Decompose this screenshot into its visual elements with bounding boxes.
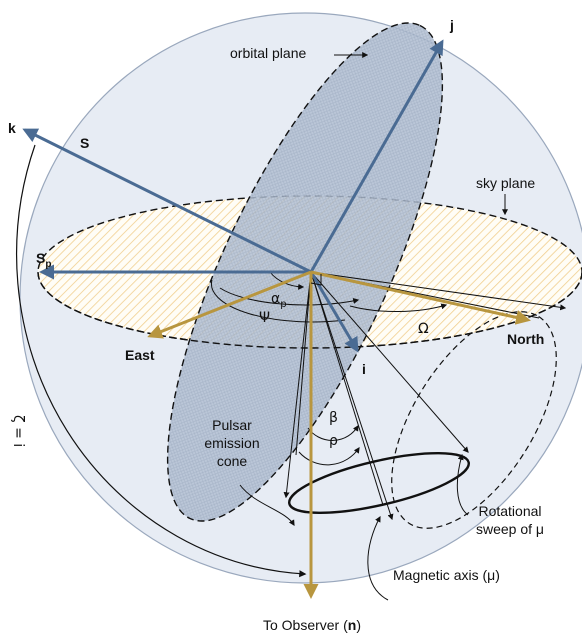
leader-arrows [239, 52, 508, 601]
gold-vectors [147, 270, 531, 599]
label-orbital-plane: orbital plane [230, 45, 306, 61]
vector-north [310, 270, 531, 325]
angle-arcs [210, 271, 448, 466]
vector-j [309, 39, 444, 273]
label-pulsar-cone-line2: emission [204, 435, 259, 451]
label-pulsar-cone-line3: cone [217, 453, 248, 469]
label-sky-plane: sky plane [476, 175, 535, 191]
label-psi: Ψ [259, 310, 270, 326]
label-alpha-p: αp [271, 291, 287, 310]
label-rotational-sweep-line2: sweep of μ [476, 521, 544, 537]
sky-plane-front-edge [37, 271, 582, 349]
label-rotational-sweep-line1: Rotational [478, 503, 541, 519]
rotational-sweep-ellipse [391, 311, 557, 529]
label-to-observer: To Observer (n) [263, 617, 361, 633]
label-magnetic-axis: Magnetic axis (μ) [393, 567, 500, 583]
label-rho: ρ [329, 433, 338, 449]
label-beta: β [329, 410, 338, 426]
label-east: East [125, 347, 155, 363]
vector-k [22, 128, 312, 274]
label-j: j [449, 17, 454, 33]
label-zeta-eq-i: ζ = i [10, 415, 26, 447]
vector-east [147, 270, 312, 339]
label-s: S [80, 135, 89, 151]
label-sp: Sp [36, 250, 51, 270]
emission-cone-ellipse [288, 452, 470, 514]
right-angle-marker [310, 274, 322, 286]
label-omega: Ω [418, 321, 429, 337]
label-pulsar-cone-line1: Pulsar [212, 417, 252, 433]
label-i: i [362, 361, 366, 377]
zeta-arc [16, 144, 307, 578]
label-north: North [507, 331, 544, 347]
label-k: k [8, 120, 16, 136]
